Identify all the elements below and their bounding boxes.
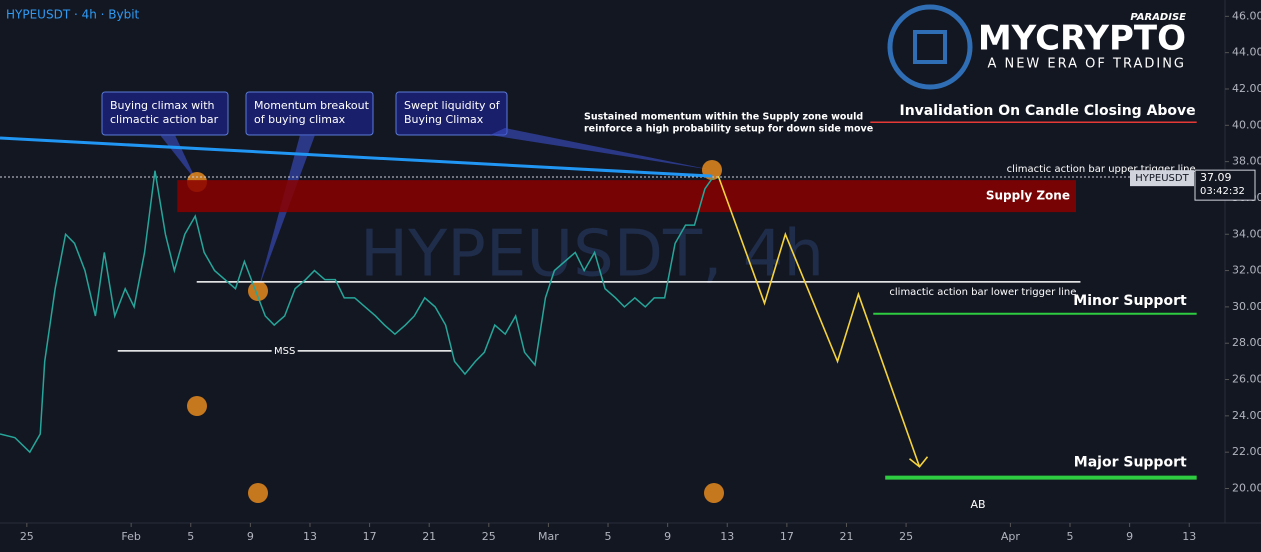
- callout-text: climactic action bar: [110, 113, 219, 126]
- mss-bg: [271, 343, 298, 358]
- logo-slogan: A NEW ERA OF TRADING: [987, 57, 1186, 72]
- callout-text: Buying Climax: [404, 113, 484, 126]
- x-tick-label: 5: [605, 530, 612, 543]
- marker: [704, 483, 724, 503]
- last-symbol-box: [1130, 170, 1194, 187]
- x-tick-label: 13: [720, 530, 734, 543]
- x-tick-label: 9: [247, 530, 254, 543]
- x-tick-label: 17: [780, 530, 794, 543]
- y-tick-label: 32.00: [1232, 264, 1261, 277]
- callout-pointer: [490, 128, 712, 170]
- x-tick-label: Mar: [538, 530, 559, 543]
- projection-path: [717, 175, 921, 467]
- price-line: [0, 170, 713, 454]
- y-tick-label: 44.00: [1232, 46, 1261, 59]
- logo-name: MYCRYPTO: [978, 19, 1186, 59]
- level-label: Invalidation On Candle Closing Above: [900, 103, 1196, 119]
- projection-arrowhead: [908, 456, 929, 468]
- last-symbol: HYPEUSDT: [1135, 173, 1189, 184]
- y-tick-label: 22.00: [1232, 445, 1261, 458]
- marker: [187, 396, 207, 416]
- symbol-header: HYPEUSDT · 4h · Bybit: [6, 8, 140, 22]
- countdown: 03:42:32: [1200, 186, 1245, 197]
- marker: [248, 483, 268, 503]
- y-tick-label: 38.00: [1232, 155, 1261, 168]
- y-tick-label: 46.00: [1232, 9, 1261, 22]
- callout-box: [395, 91, 508, 136]
- note-text: Sustained momentum within the Supply zon…: [584, 112, 863, 123]
- x-tick-label: 5: [187, 530, 194, 543]
- x-tick-label: 13: [1182, 530, 1196, 543]
- supply-zone: [177, 180, 1076, 213]
- trendline: [0, 136, 713, 178]
- x-tick-label: 9: [1126, 530, 1133, 543]
- x-tick-label: 25: [20, 530, 34, 543]
- level-label: Major Support: [1074, 455, 1187, 471]
- x-tick-label: 25: [899, 530, 913, 543]
- y-tick-label: 26.00: [1232, 373, 1261, 386]
- last-price-box: [1194, 169, 1256, 201]
- y-tick-label: 34.00: [1232, 227, 1261, 240]
- y-tick-label: 24.00: [1232, 409, 1261, 422]
- callout-pointer: [258, 135, 315, 290]
- x-tick-label: 13: [303, 530, 317, 543]
- x-tick-label: Feb: [121, 530, 140, 543]
- logo-chip: [913, 30, 947, 64]
- level-label: MSS: [274, 346, 295, 357]
- level-label: Minor Support: [1073, 293, 1187, 309]
- y-tick-label: 42.00: [1232, 82, 1261, 95]
- callout-text: Momentum breakout: [254, 99, 370, 112]
- logo-tag: PARADISE: [1130, 12, 1186, 23]
- note-text: reinforce a high probability setup for d…: [584, 124, 873, 135]
- x-tick-label: 9: [664, 530, 671, 543]
- x-tick-label: 21: [839, 530, 853, 543]
- last-price: 37.09: [1200, 171, 1232, 184]
- x-tick-label: 17: [363, 530, 377, 543]
- ab-label: AB: [970, 498, 985, 511]
- supply-zone-label: Supply Zone: [986, 189, 1070, 203]
- x-tick-label: 25: [482, 530, 496, 543]
- callout-text: Swept liquidity of: [404, 99, 501, 112]
- watermark: HYPEUSDT, 4h: [360, 218, 824, 292]
- level-label: climactic action bar upper trigger line: [1007, 164, 1196, 175]
- y-tick-label: 28.00: [1232, 336, 1261, 349]
- callout-text: Buying climax with: [110, 99, 215, 112]
- level-label: climactic action bar lower trigger line: [889, 287, 1076, 298]
- logo-globe: [887, 4, 973, 90]
- x-tick-label: Apr: [1001, 530, 1021, 543]
- y-tick-label: 40.00: [1232, 118, 1261, 131]
- y-tick-label: 30.00: [1232, 300, 1261, 313]
- logo: PARADISE MYCRYPTO A NEW ERA OF TRADING: [887, 4, 1186, 90]
- y-tick-label: 20.00: [1232, 481, 1261, 494]
- x-tick-label: 5: [1067, 530, 1074, 543]
- callout-text: of buying climax: [254, 113, 346, 126]
- x-tick-label: 21: [422, 530, 436, 543]
